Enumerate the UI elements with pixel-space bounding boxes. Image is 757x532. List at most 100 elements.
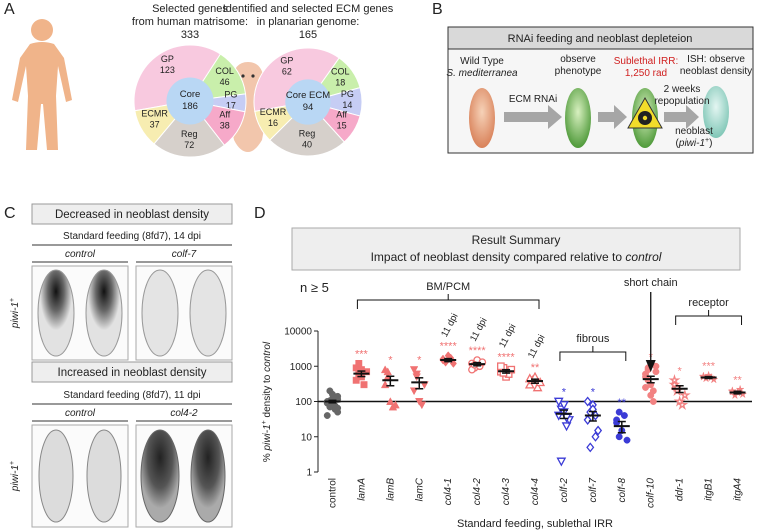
- sector-label: Reg: [181, 129, 198, 139]
- worm-image: [190, 429, 226, 523]
- x-tick-label: colf-10: [646, 478, 657, 508]
- worm-image: [141, 269, 179, 357]
- pie-title: Identified and selected ECM genes: [223, 3, 394, 15]
- data-point: [615, 408, 623, 416]
- timepoint-label: 11 dpi: [439, 312, 461, 339]
- chart-subtitle: Impact of neoblast density compared rela…: [371, 250, 662, 264]
- core-label: Core ECM: [286, 90, 330, 101]
- arrow: [598, 105, 627, 129]
- worm-image: [85, 269, 123, 357]
- pie-core: [166, 77, 214, 125]
- significance: **: [618, 397, 627, 409]
- x-tick-label: lamB: [385, 478, 396, 501]
- step-label: 1,250 rad: [625, 68, 667, 79]
- panel-label: B: [432, 1, 443, 18]
- data-point: [556, 457, 567, 467]
- significance: ****: [440, 341, 458, 353]
- data-point: [386, 397, 395, 405]
- text-part: Impact of neoblast density compared rela…: [371, 250, 626, 264]
- y-tick-label: 10000: [284, 327, 312, 338]
- pie-title: in planarian genome:: [257, 16, 360, 28]
- radiation-icon: [627, 96, 663, 129]
- column-label: colf-7: [172, 249, 197, 260]
- text-part: %: [262, 450, 273, 462]
- chart-title: Result Summary: [472, 233, 561, 247]
- text-part: +: [261, 420, 268, 424]
- data-point: [559, 401, 569, 411]
- sector-value: 62: [282, 67, 292, 77]
- cell-label: (piwi-1+): [676, 137, 713, 149]
- core-label: Core: [180, 89, 201, 100]
- arrow-label: ECM RNAi: [509, 94, 557, 105]
- sector-value: 16: [268, 118, 278, 128]
- x-tick-label: itgA4: [733, 478, 744, 501]
- cell-label: neoblast: [675, 126, 713, 137]
- data-point: [613, 419, 621, 427]
- step-label: observe: [560, 54, 596, 65]
- sector-label: PG: [341, 89, 354, 99]
- sector-value: 40: [302, 139, 312, 149]
- sector-label: GP: [280, 56, 293, 66]
- sector-value: 46: [220, 77, 230, 87]
- core-value: 186: [182, 101, 198, 112]
- section-heading: Decreased in neoblast density: [55, 209, 209, 221]
- sector-label: COL: [331, 66, 350, 76]
- data-point: [334, 404, 342, 412]
- sector-value: 14: [342, 100, 352, 110]
- data-point: [649, 398, 657, 405]
- x-tick-label: col4-2: [472, 478, 483, 506]
- data-point: [642, 384, 649, 391]
- y-axis-label: % piwi-1+ density to control: [261, 341, 273, 462]
- y-tick-label: 1: [306, 468, 312, 479]
- worm-image: [86, 429, 122, 523]
- x-tick-label: control: [327, 478, 338, 508]
- text-part: piwi-1: [678, 138, 705, 149]
- sample-note: n ≥ 5: [300, 280, 329, 295]
- group-label: fibrous: [576, 333, 610, 345]
- group-label: receptor: [688, 297, 729, 309]
- stain-label: piwi-1+: [9, 461, 21, 492]
- arrow-head: [645, 360, 656, 372]
- y-tick-label: 10: [301, 432, 313, 443]
- data-point: [497, 362, 505, 371]
- x-tick-label: lamA: [356, 478, 367, 501]
- text-part: ): [709, 138, 712, 149]
- x-tick-label: col4-4: [530, 478, 541, 506]
- worm-image: [189, 269, 227, 357]
- data-point: [647, 391, 655, 399]
- sector-label: COL: [215, 66, 234, 76]
- condition: Standard feeding (8fd7), 11 dpi: [63, 390, 200, 401]
- text-part: piwi-1: [10, 302, 21, 329]
- worm: [565, 88, 591, 148]
- step-label: Sublethal IRR:: [614, 56, 678, 67]
- timepoint-label: 11 dpi: [526, 333, 548, 360]
- step-label: ISH: observe: [687, 54, 745, 65]
- data-point: [417, 401, 427, 410]
- group-bracket: [675, 310, 743, 325]
- significance: *: [678, 365, 683, 377]
- sector-label: Aff: [219, 109, 230, 119]
- data-point: [586, 442, 595, 453]
- workflow-box: RNAi feeding and neoblast depleteion Wil…: [446, 26, 754, 154]
- data-point: [594, 425, 603, 436]
- timepoint-label: 11 dpi: [468, 316, 490, 343]
- text-part: piwi-1: [10, 465, 21, 492]
- data-point: [524, 379, 535, 389]
- data-point: [323, 412, 331, 419]
- data-point: [676, 398, 689, 410]
- pie-sector: [269, 101, 345, 157]
- sector-value: 38: [220, 120, 230, 130]
- x-tick-label: itgB1: [704, 478, 715, 501]
- data-point: [380, 380, 390, 389]
- worm-image: [140, 429, 180, 523]
- pie-title: Selected genes: [152, 3, 228, 15]
- group-bracket: [356, 294, 540, 309]
- data-point: [553, 397, 564, 407]
- group-bracket: [559, 346, 627, 361]
- data-point: [532, 382, 543, 392]
- significance: *: [417, 355, 422, 367]
- data-point: [355, 360, 363, 367]
- x-tick-label: colf-7: [588, 478, 599, 503]
- data-point: [583, 414, 592, 425]
